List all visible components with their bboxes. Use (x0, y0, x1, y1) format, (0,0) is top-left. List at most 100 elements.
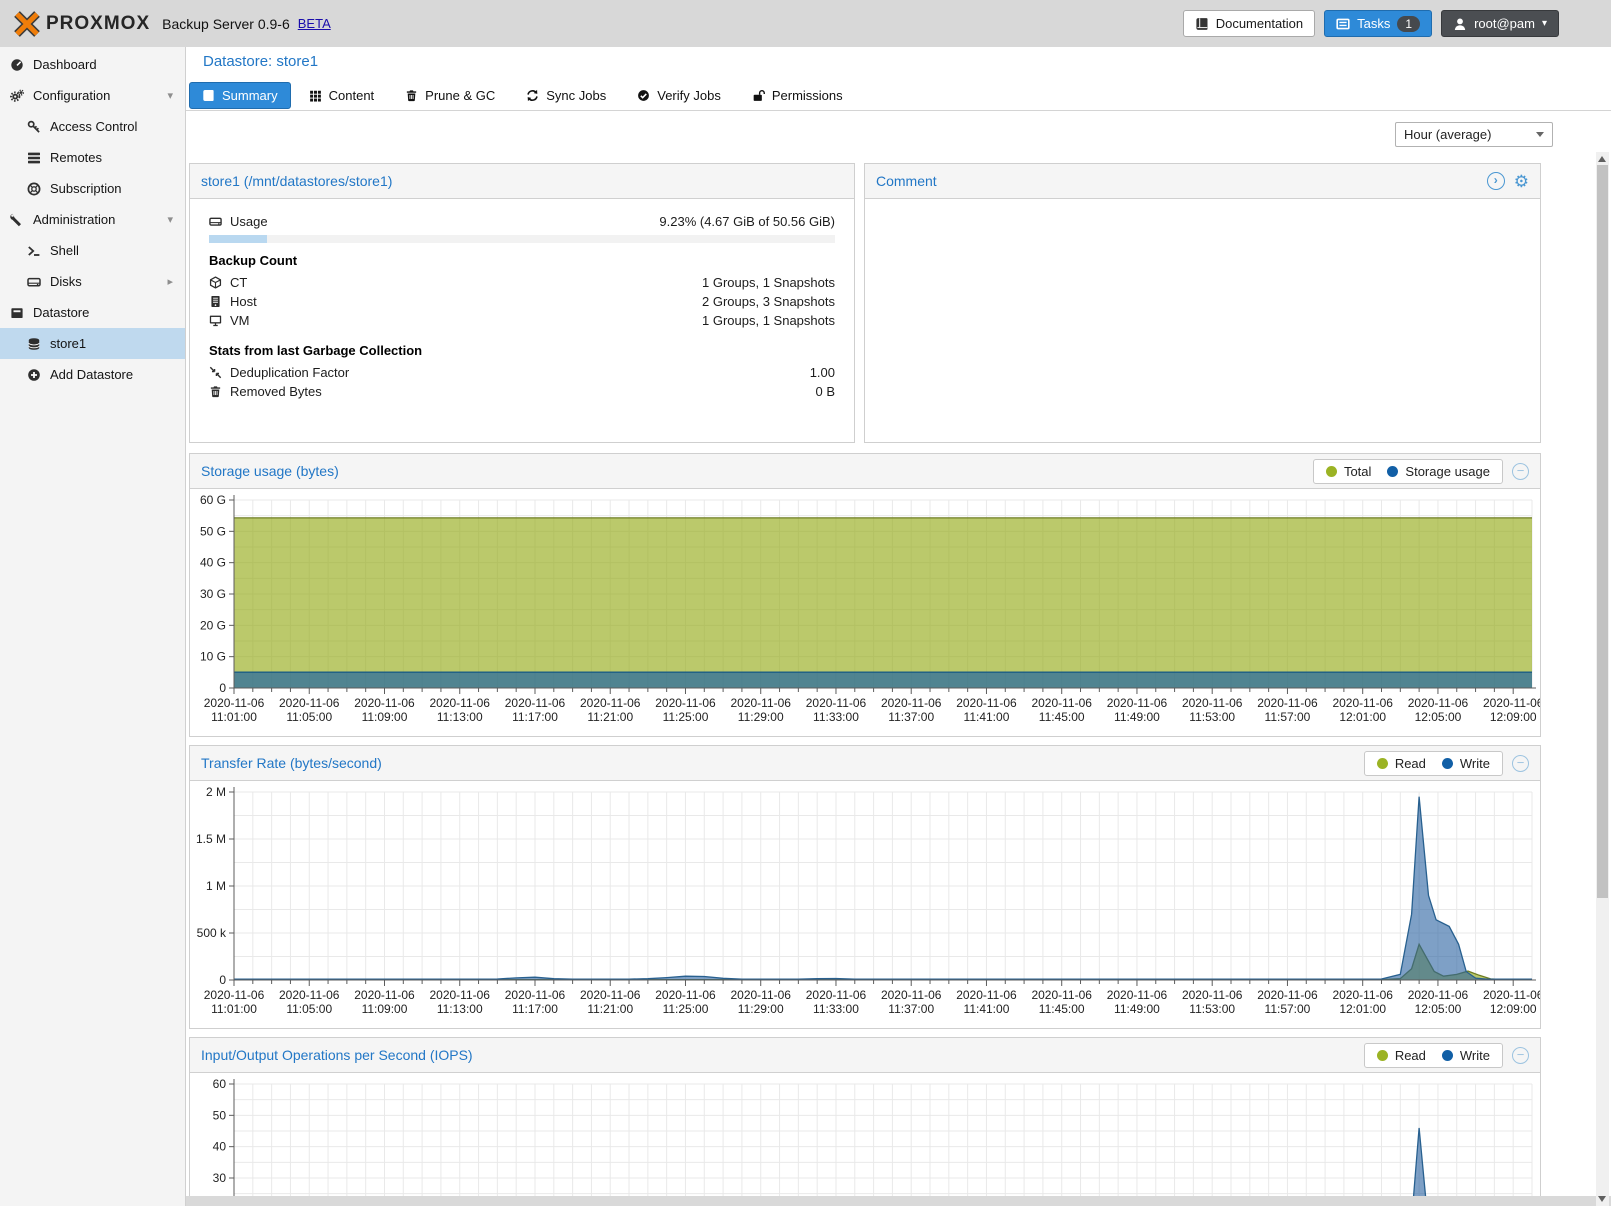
svg-text:11:53:00: 11:53:00 (1189, 710, 1235, 724)
svg-text:2020-11-06: 2020-11-06 (354, 988, 415, 1002)
svg-text:40: 40 (213, 1140, 227, 1154)
sync-icon (526, 89, 539, 102)
svg-text:2020-11-06: 2020-11-06 (1257, 988, 1318, 1002)
svg-text:11:29:00: 11:29:00 (738, 1002, 784, 1016)
tab-content[interactable]: Content (296, 82, 388, 109)
tab-summary[interactable]: Summary (189, 81, 291, 109)
svg-text:2020-11-06: 2020-11-06 (1332, 988, 1393, 1002)
svg-text:2 M: 2 M (206, 785, 226, 799)
svg-text:11:41:00: 11:41:00 (964, 1002, 1010, 1016)
beta-link[interactable]: BETA (297, 16, 331, 31)
scrollbar-thumb[interactable] (1597, 165, 1608, 898)
usage-row: Usage 9.23% (4.67 GiB of 50.56 GiB) (209, 212, 835, 231)
svg-text:2020-11-06: 2020-11-06 (655, 696, 716, 710)
comment-body[interactable] (865, 199, 1540, 212)
legend-item-total[interactable]: Total (1325, 464, 1371, 479)
compress-icon (209, 366, 222, 379)
sidebar-item-configuration[interactable]: Configuration ▾ (0, 80, 185, 111)
svg-text:2020-11-06: 2020-11-06 (505, 988, 566, 1002)
svg-text:0: 0 (219, 681, 226, 695)
tab-sync-jobs[interactable]: Sync Jobs (513, 82, 619, 109)
chevron-right-icon: ▸ (167, 276, 173, 288)
sidebar-item-remotes[interactable]: Remotes (0, 142, 185, 173)
user-icon (1453, 17, 1467, 31)
sidebar-item-access-control[interactable]: Access Control (0, 111, 185, 142)
svg-text:50 G: 50 G (200, 524, 226, 538)
svg-text:11:17:00: 11:17:00 (512, 1002, 558, 1016)
collapse-chart-button[interactable] (1512, 754, 1529, 772)
svg-text:11:57:00: 11:57:00 (1265, 1002, 1311, 1016)
collapse-chart-button[interactable] (1512, 1046, 1529, 1064)
svg-text:2020-11-06: 2020-11-06 (1257, 696, 1318, 710)
svg-text:11:49:00: 11:49:00 (1114, 710, 1160, 724)
svg-text:11:05:00: 11:05:00 (286, 1002, 332, 1016)
life-ring-icon (27, 182, 41, 196)
svg-text:12:09:00: 12:09:00 (1490, 710, 1537, 724)
legend-item-read[interactable]: Read (1376, 756, 1426, 771)
legend-item-write[interactable]: Write (1441, 756, 1490, 771)
svg-text:2020-11-06: 2020-11-06 (1107, 696, 1168, 710)
svg-text:11:45:00: 11:45:00 (1039, 710, 1085, 724)
hdd-icon (209, 215, 222, 228)
svg-text:2020-11-06: 2020-11-06 (1408, 988, 1469, 1002)
svg-text:2020-11-06: 2020-11-06 (1408, 696, 1469, 710)
storage-usage-chart: 0 10 G 20 G 30 G 40 G 50 G 60 G 2020-11-06 11:01… (190, 489, 1540, 737)
tasks-count-badge: 1 (1397, 15, 1421, 32)
scroll-down-arrow-icon[interactable] (1598, 1196, 1606, 1202)
svg-text:11:45:00: 11:45:00 (1039, 1002, 1085, 1016)
tab-prune-gc[interactable]: Prune & GC (392, 82, 508, 109)
svg-text:2020-11-06: 2020-11-06 (1483, 988, 1540, 1002)
svg-text:2020-11-06: 2020-11-06 (1031, 988, 1092, 1002)
expand-comment-button[interactable] (1486, 172, 1505, 190)
svg-text:2020-11-06: 2020-11-06 (806, 988, 867, 1002)
chevron-down-icon: ▾ (167, 90, 173, 102)
svg-text:2020-11-06: 2020-11-06 (1182, 696, 1243, 710)
sidebar-item-disks[interactable]: Disks ▸ (0, 266, 185, 297)
svg-text:11:57:00: 11:57:00 (1265, 710, 1311, 724)
top-bar: PROXMOX Backup Server 0.9-6 BETA Documen… (0, 0, 1611, 47)
sidebar-item-administration[interactable]: Administration ▾ (0, 204, 185, 235)
task-list-icon (1336, 17, 1350, 31)
documentation-button[interactable]: Documentation (1182, 10, 1316, 37)
svg-text:11:13:00: 11:13:00 (437, 1002, 483, 1016)
collapse-chart-button[interactable] (1512, 462, 1529, 480)
svg-text:2020-11-06: 2020-11-06 (956, 988, 1017, 1002)
plus-circle-icon (27, 368, 41, 382)
cube-icon (209, 276, 222, 289)
sidebar-item-store1[interactable]: store1 (0, 328, 185, 359)
svg-text:11:21:00: 11:21:00 (587, 710, 633, 724)
svg-text:12:01:00: 12:01:00 (1339, 1002, 1386, 1016)
chart-title: Transfer Rate (bytes/second) (201, 755, 382, 771)
sidebar-item-shell[interactable]: Shell (0, 235, 185, 266)
tasks-button[interactable]: Tasks 1 (1324, 10, 1433, 37)
legend-item-read[interactable]: Read (1376, 1048, 1426, 1063)
usage-progress-fill (209, 235, 267, 243)
svg-text:12:05:00: 12:05:00 (1415, 1002, 1462, 1016)
vertical-scrollbar[interactable] (1596, 152, 1609, 1206)
user-menu-button[interactable]: root@pam ▾ (1441, 10, 1559, 37)
gear-icon[interactable] (1514, 173, 1529, 190)
svg-text:2020-11-06: 2020-11-06 (279, 988, 340, 1002)
sidebar-item-subscription[interactable]: Subscription (0, 173, 185, 204)
proxmox-logo-icon (14, 10, 40, 37)
tab-permissions[interactable]: Permissions (739, 82, 856, 109)
legend-item-storage-usage[interactable]: Storage usage (1387, 464, 1490, 479)
time-range-select[interactable]: Hour (average) (1395, 122, 1553, 147)
sidebar-item-dashboard[interactable]: Dashboard (0, 49, 185, 80)
chart-legend: Read Write (1363, 1042, 1503, 1068)
svg-text:1.5 M: 1.5 M (196, 832, 226, 846)
sidebar-item-datastore[interactable]: Datastore (0, 297, 185, 328)
legend-item-write[interactable]: Write (1441, 1048, 1490, 1063)
svg-text:11:01:00: 11:01:00 (211, 710, 257, 724)
gc-stats-heading: Stats from last Garbage Collection (209, 343, 423, 358)
legend-swatch (1387, 465, 1399, 477)
svg-text:2020-11-06: 2020-11-06 (1031, 696, 1092, 710)
svg-text:2020-11-06: 2020-11-06 (429, 988, 490, 1002)
scroll-up-arrow-icon[interactable] (1598, 156, 1606, 162)
sidebar-item-add-datastore[interactable]: Add Datastore (0, 359, 185, 390)
tab-verify-jobs[interactable]: Verify Jobs (624, 82, 734, 109)
panel-title: Comment (876, 173, 937, 189)
svg-text:10 G: 10 G (200, 650, 226, 664)
svg-text:11:13:00: 11:13:00 (437, 710, 483, 724)
